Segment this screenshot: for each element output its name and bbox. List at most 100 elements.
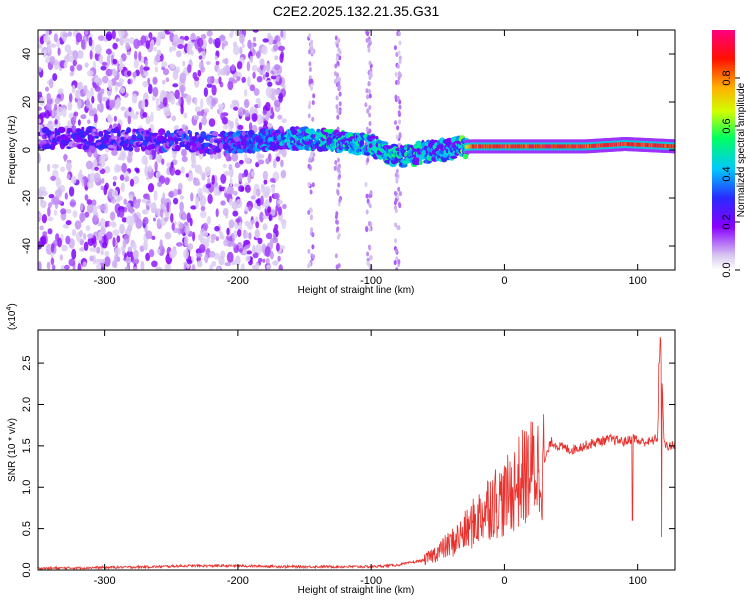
- spectrogram-cell: [154, 55, 161, 63]
- spectrogram-cell: [137, 198, 142, 203]
- spectrogram-cell: [98, 154, 106, 165]
- spectrogram-cell: [218, 255, 225, 266]
- spectrogram-cell: [57, 47, 61, 56]
- spectrogram-cell: [95, 246, 101, 254]
- spectrogram-cell: [308, 61, 312, 67]
- spectrogram-cell: [365, 227, 369, 233]
- spectrogram-cell: [336, 72, 339, 78]
- spectrogram-cell: [152, 76, 158, 85]
- spectrogram-cell: [164, 216, 168, 223]
- spectrogram-cell: [179, 72, 187, 84]
- spectrogram-cell: [275, 75, 280, 83]
- spectrogram-cell: [200, 205, 206, 212]
- spectrogram-cell: [394, 190, 397, 196]
- spectrogram-cell: [309, 215, 313, 221]
- spectrogram-cell: [229, 177, 233, 187]
- spectrogram-cell: [48, 202, 53, 208]
- x-tick-label: -300: [94, 275, 116, 287]
- spectrogram-cell: [127, 78, 131, 85]
- spectrogram-cell: [224, 57, 229, 65]
- spectrogram-cell: [129, 206, 134, 214]
- spectrogram-cell: [277, 114, 283, 120]
- spectrogram-cell: [154, 161, 158, 172]
- spectrogram-cell: [59, 254, 64, 261]
- spectrogram-cell: [143, 66, 150, 71]
- colorbar-label: Normalized spectral amplitude: [736, 82, 747, 217]
- spectrogram-cell: [214, 37, 221, 49]
- spectrogram-cell: [117, 156, 122, 161]
- spectrogram-cell: [50, 175, 56, 181]
- snr-series-line: [38, 337, 675, 570]
- spectrogram-cell: [216, 191, 221, 196]
- spectrogram-cell: [51, 264, 56, 270]
- spectrogram-cell: [39, 186, 46, 192]
- spectrogram-cell: [221, 42, 225, 50]
- spectrogram-cell: [156, 248, 161, 255]
- spectrogram-cell: [262, 170, 268, 181]
- spectrogram-cell: [110, 135, 117, 140]
- spectrogram-cell: [172, 44, 177, 52]
- spectrogram-cell: [281, 147, 287, 158]
- spectrogram-cell: [181, 156, 188, 163]
- spectrogram-cell: [162, 192, 166, 204]
- spectrogram-cell: [207, 177, 211, 185]
- spectrogram-cell: [246, 250, 253, 255]
- spectrogram-cell: [161, 61, 168, 68]
- spectrogram-cell: [65, 209, 72, 214]
- spectrogram-cell: [79, 212, 86, 222]
- spectrogram-cell: [214, 225, 220, 232]
- spectrogram-cell: [177, 44, 185, 49]
- spectrogram-cell: [583, 144, 586, 149]
- spectrogram-cell: [51, 110, 55, 118]
- snr-y-scale: (x104): [6, 303, 18, 330]
- spectrogram-cell: [74, 220, 82, 230]
- spectrogram-cell: [311, 182, 315, 188]
- spectrogram-cell: [164, 263, 170, 270]
- spectrogram-cell: [90, 144, 95, 151]
- spectrogram-cell: [366, 157, 370, 163]
- spectrogram-cell: [76, 50, 84, 59]
- spectrogram-cell: [67, 31, 72, 37]
- spectrogram-cell: [215, 60, 220, 66]
- spectrogram-cell: [236, 61, 243, 70]
- spectrogram-cell: [364, 102, 368, 108]
- spectrogram-cell: [397, 31, 401, 37]
- spectrogram-cell: [79, 247, 86, 252]
- spectrogram-cell: [198, 55, 203, 60]
- spectrogram-cell: [203, 108, 210, 114]
- spectrogram-cell: [336, 189, 340, 195]
- spectrogram-cell: [265, 257, 270, 265]
- spectrogram-cell: [72, 210, 78, 218]
- spectrogram-cell: [114, 85, 118, 92]
- spectrogram-cell: [253, 88, 260, 96]
- spectrogram-cell: [204, 254, 209, 264]
- spectrogram-cell: [265, 232, 273, 240]
- spectrogram-cell: [273, 192, 280, 200]
- spectrogram-cell: [63, 153, 67, 162]
- spectrogram-cell: [144, 165, 149, 177]
- spectrogram-cell: [474, 144, 477, 149]
- spectrogram-y-ticks: -40 -20 0 20 40: [21, 48, 675, 254]
- spectrogram-cell: [148, 154, 153, 161]
- spectrogram-cell: [87, 237, 95, 247]
- spectrogram-cell: [335, 43, 339, 48]
- spectrogram-cell: [502, 144, 505, 149]
- spectrogram-cell: [366, 251, 370, 257]
- spectrogram-cell: [102, 75, 109, 84]
- spectrogram-cell: [275, 156, 281, 162]
- spectrogram-cell: [112, 68, 117, 77]
- spectrogram-cell: [368, 121, 372, 127]
- spectrogram-cell: [90, 87, 94, 98]
- spectrogram-cell: [142, 209, 147, 215]
- spectrogram-cell: [148, 32, 153, 39]
- spectrogram-cell: [215, 236, 219, 242]
- spectrogram-cell: [244, 98, 250, 109]
- spectrogram-cell: [368, 105, 372, 110]
- spectrogram-cell: [147, 165, 153, 173]
- spectrogram-cell: [233, 230, 238, 239]
- spectrogram-cell: [206, 96, 213, 104]
- spectrogram-cell: [125, 202, 131, 210]
- spectrogram-cell: [237, 124, 244, 131]
- spectrogram-cell: [368, 41, 372, 47]
- spectrogram-cell: [248, 122, 253, 132]
